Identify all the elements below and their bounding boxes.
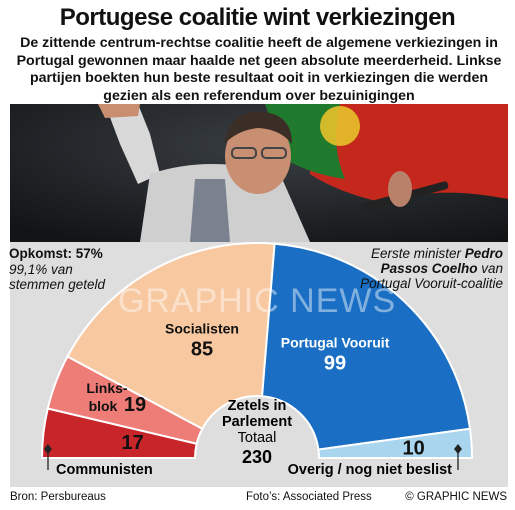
raised-arm — [105, 104, 160, 184]
segment-name-socialisten: Socialisten — [165, 320, 239, 336]
seat-segment-overig-nog-niet-beslist — [317, 427, 474, 459]
photo-credit: Foto’s: Associated Press — [246, 491, 372, 503]
seat-segment-portugal-vooruit — [260, 242, 472, 451]
segment-name-links-blok-1: Links- — [86, 380, 128, 396]
intro-text: De zittende centrum-rechtse coalitie hee… — [16, 35, 502, 104]
face — [225, 118, 291, 194]
segment-value-communisten: 17 — [122, 432, 144, 454]
seat-segment-socialisten — [66, 242, 276, 431]
total-label: Totaal — [238, 430, 277, 446]
turnout-note: Opkomst: 57% 99,1% van stemmen geteld — [9, 246, 109, 293]
hair — [224, 111, 292, 144]
pm-name: Pedro Passos Coelho — [380, 246, 503, 276]
segment-value-portugal-vooruit: 99 — [324, 352, 346, 374]
seat-segments — [40, 242, 474, 459]
total-value: 230 — [242, 447, 272, 467]
segment-value-links-blok: 19 — [124, 394, 146, 416]
pm-suffix: van Portugal Vooruit-coalitie — [360, 261, 503, 291]
communisten-caption: Communisten — [56, 462, 153, 478]
pm-prefix: Eerste minister — [370, 246, 461, 261]
segment-name-portugal-vooruit: Portugal Vooruit — [281, 334, 390, 350]
segment-name-links-blok-2: blok — [89, 398, 118, 414]
segment-value-socialisten: 85 — [191, 338, 213, 360]
chart-title-line1: Zetels in — [228, 398, 287, 414]
source-credit: Bron: Persbureaus — [10, 491, 106, 503]
glasses — [231, 147, 257, 159]
photo-illustration — [10, 104, 508, 242]
news-photo — [10, 104, 508, 242]
segment-value-overig-nog-niet-beslist: 10 — [402, 437, 424, 459]
headline: Portugese coalitie wint verkiezingen — [59, 4, 456, 31]
pm-caption: Eerste minister Pedro Passos Coelho van … — [343, 246, 503, 291]
count-note: 99,1% van stemmen geteld — [9, 261, 106, 293]
turnout-value: 57% — [75, 246, 103, 261]
overig-caption: Overig / nog niet beslist — [288, 462, 453, 478]
turnout-label: Opkomst: — [9, 246, 73, 261]
flag-emblem — [320, 106, 360, 146]
watermark: GRAPHIC NEWS — [118, 282, 396, 320]
chart-title-line2: Parlement — [222, 414, 292, 430]
segment-labels: 17 Links-blok 19 Socialisten 85 Portugal Voor… — [86, 320, 424, 459]
copyright: © GRAPHIC NEWS — [405, 491, 507, 503]
